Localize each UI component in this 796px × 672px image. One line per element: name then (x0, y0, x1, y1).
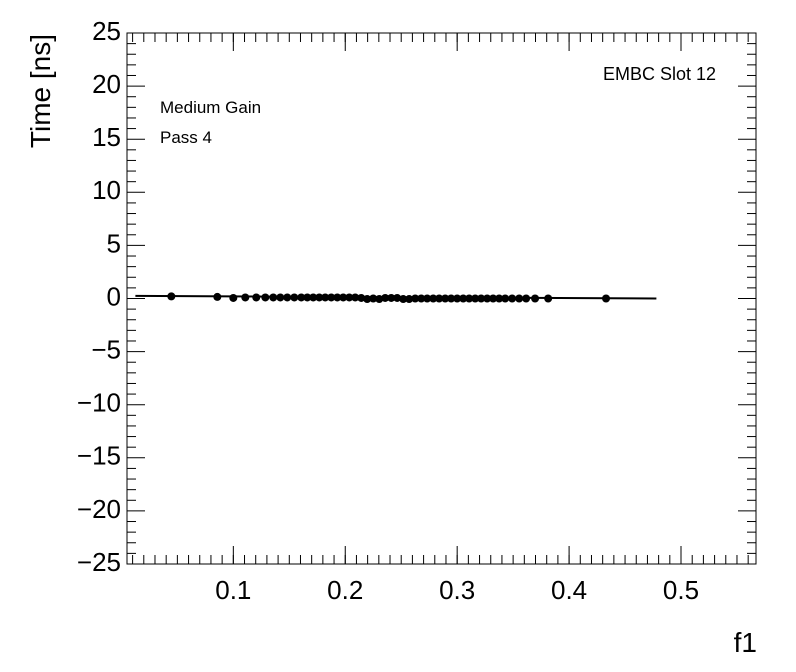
data-point (290, 293, 299, 302)
data-point (261, 293, 270, 302)
data-point (399, 295, 408, 304)
data-point (522, 294, 531, 303)
data-point (477, 294, 486, 303)
data-point (283, 293, 292, 302)
data-point (453, 294, 462, 303)
data-point (393, 293, 402, 302)
data-point (167, 292, 176, 301)
data-point (303, 293, 312, 302)
data-point (229, 293, 238, 302)
data-point (241, 293, 250, 302)
x-axis-title: f1 (734, 627, 757, 658)
data-point (315, 293, 324, 302)
data-point (508, 294, 517, 303)
data-point (351, 293, 360, 302)
data-point (381, 293, 390, 302)
data-point (531, 294, 540, 303)
annotation: Medium Gain (160, 98, 261, 117)
data-point (327, 293, 336, 302)
y-tick-label: −5 (91, 334, 121, 364)
x-tick-label: 0.4 (551, 575, 587, 605)
data-point (339, 293, 348, 302)
x-tick-label: 0.2 (327, 575, 363, 605)
y-tick-label: 5 (107, 228, 121, 258)
y-tick-label: −10 (77, 388, 121, 418)
annotation: EMBC Slot 12 (603, 64, 716, 84)
data-point (447, 294, 456, 303)
y-tick-label: 15 (92, 122, 121, 152)
x-tick-label: 0.1 (215, 575, 251, 605)
data-point (387, 293, 396, 302)
x-tick-label: 0.5 (663, 575, 699, 605)
data-point (544, 294, 553, 303)
data-point (465, 294, 474, 303)
data-point (252, 293, 261, 302)
data-point (333, 293, 342, 302)
y-tick-label: −20 (77, 494, 121, 524)
data-point (309, 293, 318, 302)
y-tick-label: 0 (107, 281, 121, 311)
data-point (363, 295, 372, 304)
y-tick-label: 20 (92, 69, 121, 99)
data-point (602, 294, 611, 303)
data-point (489, 294, 498, 303)
data-point (297, 293, 306, 302)
data-point (495, 294, 504, 303)
data-point (471, 294, 480, 303)
data-point (269, 293, 278, 302)
data-point (423, 294, 432, 303)
data-point (441, 294, 450, 303)
data-point (321, 293, 330, 302)
data-point (345, 293, 354, 302)
data-point (357, 293, 366, 302)
data-point (501, 294, 510, 303)
y-tick-label: −25 (77, 547, 121, 577)
x-tick-label: 0.3 (439, 575, 475, 605)
y-tick-label: 10 (92, 175, 121, 205)
data-point (515, 294, 524, 303)
annotation: Pass 4 (160, 128, 212, 147)
data-point (459, 294, 468, 303)
data-point (375, 295, 384, 304)
data-point (405, 295, 414, 304)
y-tick-label: 25 (92, 16, 121, 46)
data-point (417, 294, 426, 303)
data-point (435, 294, 444, 303)
y-tick-label: −15 (77, 441, 121, 471)
data-point (411, 294, 420, 303)
data-point (483, 294, 492, 303)
data-point (213, 292, 222, 301)
y-axis-title: Time [ns] (25, 34, 56, 148)
data-point (369, 294, 378, 303)
data-point (276, 293, 285, 302)
data-point (429, 294, 438, 303)
